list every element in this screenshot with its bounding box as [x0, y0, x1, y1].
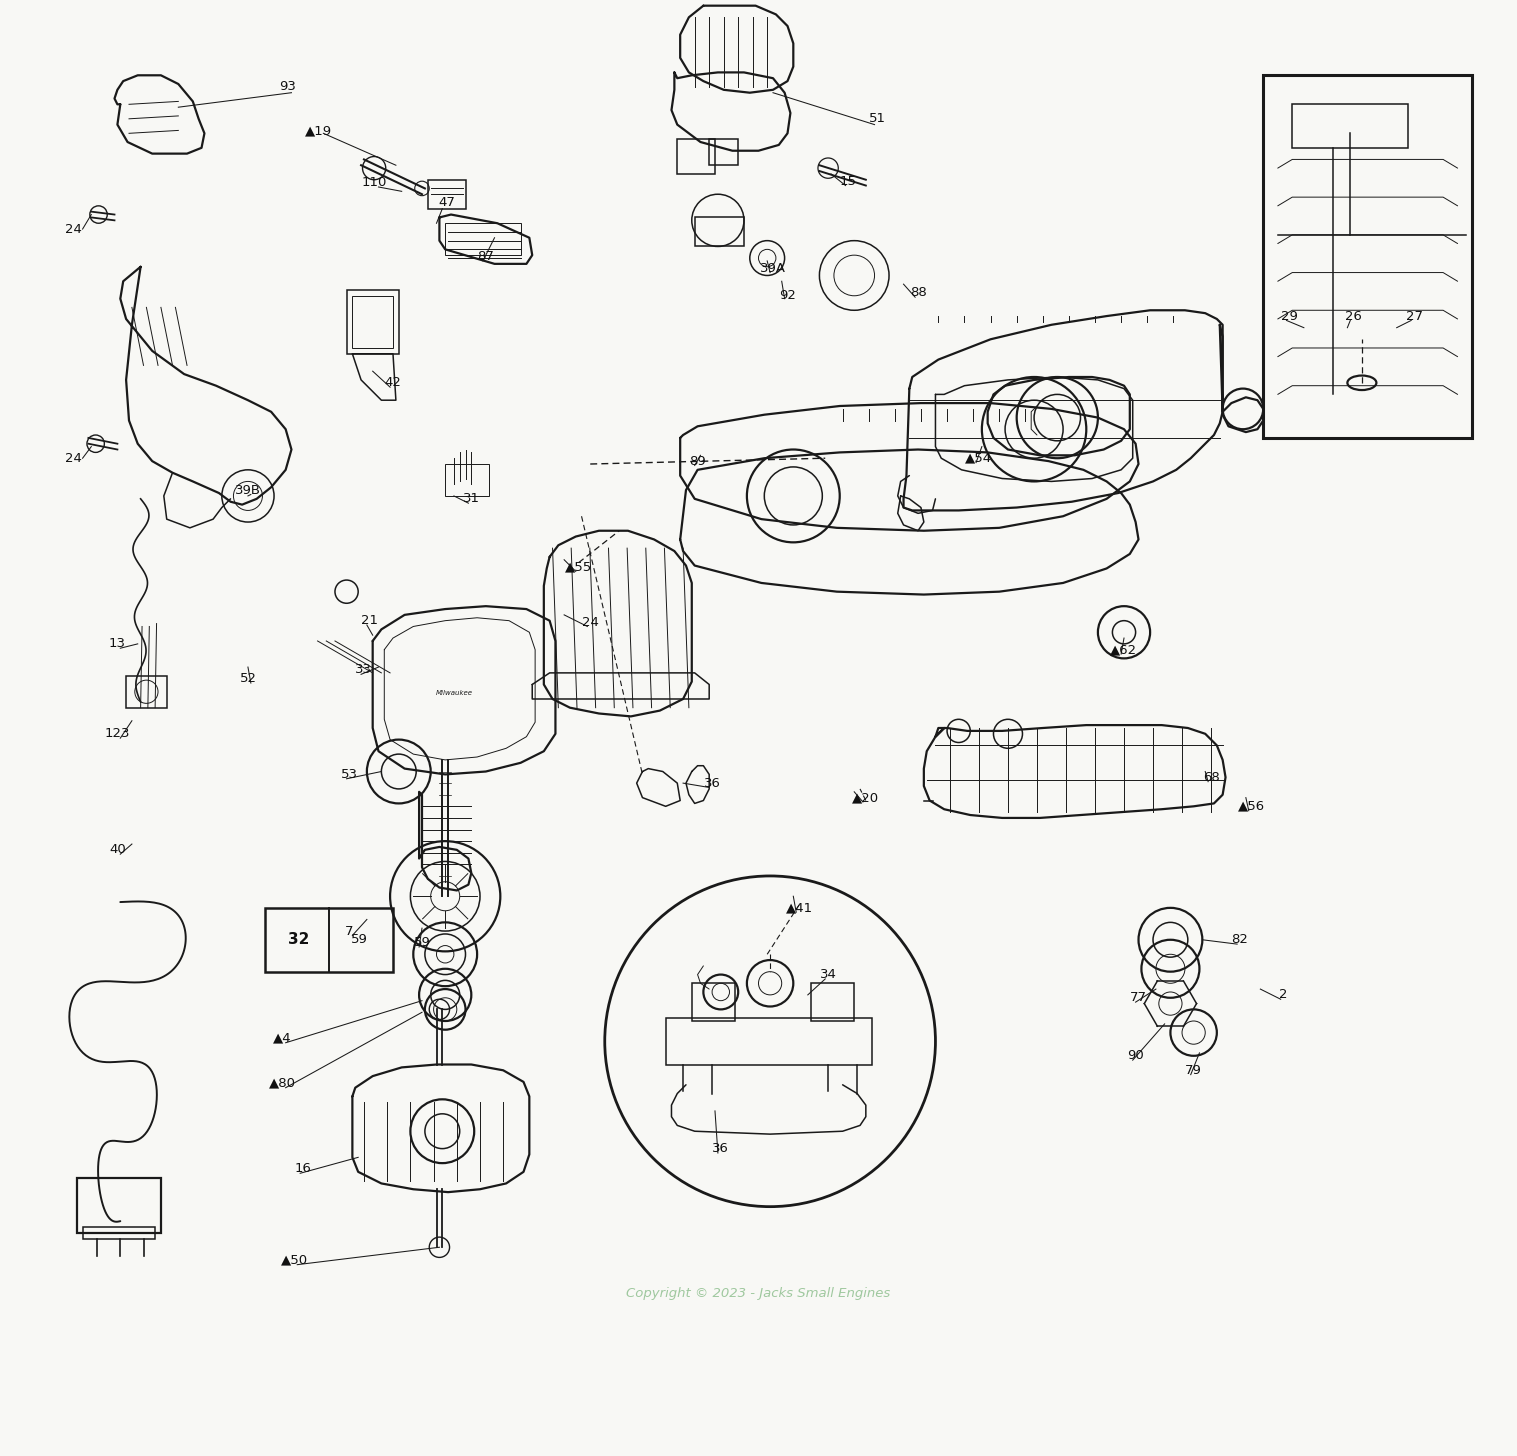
Bar: [77, 1178, 161, 1233]
Bar: [444, 464, 488, 496]
Text: 77: 77: [1130, 992, 1147, 1005]
Text: 82: 82: [1232, 933, 1248, 946]
Text: 87: 87: [478, 250, 495, 264]
Text: 26: 26: [1344, 310, 1362, 323]
Text: 68: 68: [1203, 770, 1220, 783]
Text: 15: 15: [840, 175, 857, 188]
Bar: [677, 140, 715, 173]
Bar: [352, 296, 393, 348]
Text: 36: 36: [704, 776, 721, 789]
Text: Copyright © 2023 - Jacks Small Engines: Copyright © 2023 - Jacks Small Engines: [627, 1287, 890, 1300]
Text: 47: 47: [438, 197, 455, 210]
Text: ▲19: ▲19: [305, 124, 332, 137]
Text: ▲4: ▲4: [273, 1032, 293, 1045]
Text: 24: 24: [65, 451, 82, 464]
Text: ▲62: ▲62: [1110, 644, 1138, 657]
Bar: [82, 1227, 155, 1239]
Text: 92: 92: [780, 290, 796, 303]
Text: 79: 79: [1185, 1064, 1201, 1077]
Bar: [1264, 76, 1471, 438]
Text: 89: 89: [689, 454, 705, 467]
Text: ▲41: ▲41: [786, 901, 813, 914]
Bar: [692, 983, 736, 1021]
Bar: [265, 909, 393, 971]
Text: 93: 93: [279, 80, 296, 93]
Text: 123: 123: [105, 728, 130, 740]
Bar: [444, 223, 520, 255]
Text: 51: 51: [869, 112, 886, 125]
Text: 110: 110: [361, 176, 387, 189]
Text: ▲54: ▲54: [965, 451, 992, 464]
Text: 7: 7: [346, 925, 353, 938]
Text: 33: 33: [355, 664, 373, 677]
Text: 34: 34: [819, 968, 836, 981]
Text: 16: 16: [294, 1162, 311, 1175]
Text: 59: 59: [414, 936, 431, 949]
Text: 88: 88: [910, 287, 927, 300]
Text: 42: 42: [384, 376, 402, 389]
Text: 29: 29: [1280, 310, 1299, 323]
Text: 2: 2: [1279, 989, 1288, 1002]
Bar: [1292, 105, 1408, 149]
Text: 32: 32: [288, 932, 309, 948]
Text: 59: 59: [352, 933, 369, 946]
Text: ▲55: ▲55: [564, 561, 592, 574]
Text: ▲56: ▲56: [1238, 799, 1265, 812]
Text: 24: 24: [65, 223, 82, 236]
Text: 53: 53: [341, 767, 358, 780]
Text: ▲20: ▲20: [853, 791, 880, 804]
Text: 39B: 39B: [235, 483, 261, 496]
Text: 31: 31: [463, 492, 479, 505]
Bar: [695, 217, 743, 246]
Text: 27: 27: [1406, 310, 1423, 323]
Text: 52: 52: [240, 673, 256, 686]
Text: 40: 40: [109, 843, 126, 856]
Bar: [428, 179, 466, 208]
Text: 21: 21: [361, 614, 378, 628]
Text: 13: 13: [109, 638, 126, 651]
Bar: [810, 983, 854, 1021]
Text: Milwaukee: Milwaukee: [435, 690, 472, 696]
Bar: [666, 1018, 872, 1064]
Text: 39A: 39A: [760, 262, 786, 275]
Text: ▲50: ▲50: [281, 1254, 308, 1267]
Text: 24: 24: [583, 616, 599, 629]
Bar: [126, 676, 167, 708]
Bar: [708, 140, 739, 165]
Text: 90: 90: [1127, 1050, 1144, 1063]
Text: 36: 36: [713, 1142, 730, 1155]
Text: ▲80: ▲80: [269, 1077, 296, 1091]
Bar: [346, 290, 399, 354]
